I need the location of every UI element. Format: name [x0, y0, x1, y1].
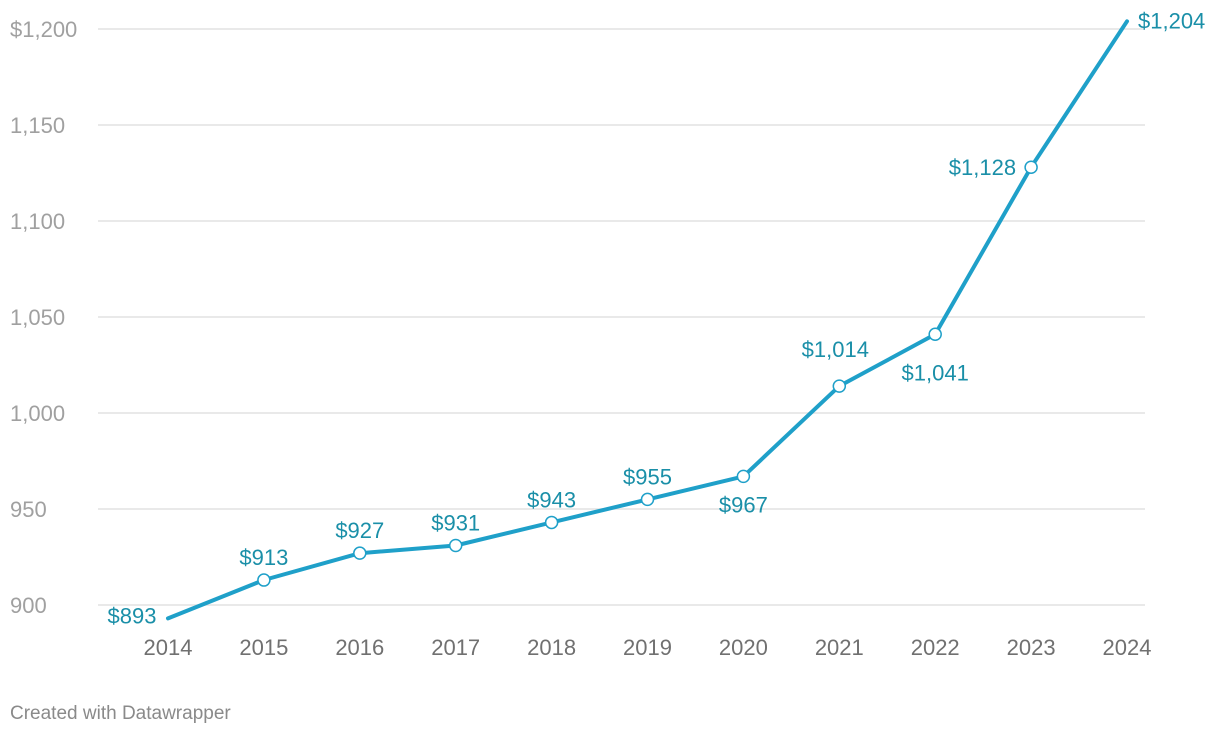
y-tick-label: $1,200 — [10, 17, 77, 42]
x-tick-label: 2024 — [1103, 635, 1152, 660]
x-tick-label: 2023 — [1007, 635, 1056, 660]
data-label: $927 — [335, 518, 384, 543]
data-label: $913 — [239, 545, 288, 570]
y-tick-label: 950 — [10, 497, 47, 522]
data-label: $955 — [623, 464, 672, 489]
data-label: $943 — [527, 487, 576, 512]
x-tick-label: 2022 — [911, 635, 960, 660]
x-tick-label: 2018 — [527, 635, 576, 660]
data-label: $931 — [431, 510, 480, 535]
data-label: $893 — [108, 603, 157, 628]
data-label: $1,014 — [802, 337, 869, 362]
y-tick-label: 900 — [10, 593, 47, 618]
x-tick-label: 2017 — [431, 635, 480, 660]
y-axis-tick-labels: 900 950 1,000 1,050 1,100 1,150 $1,200 — [10, 17, 77, 618]
data-point — [736, 469, 751, 484]
data-label: $1,041 — [902, 360, 969, 385]
y-tick-label: 1,050 — [10, 305, 65, 330]
series-line-layer — [166, 19, 1129, 621]
series-line — [166, 19, 1129, 621]
data-point — [832, 379, 847, 393]
x-tick-label: 2015 — [239, 635, 288, 660]
y-tick-label: 1,100 — [10, 209, 65, 234]
data-point — [544, 515, 559, 530]
x-tick-label: 2021 — [815, 635, 864, 660]
data-point — [353, 546, 367, 560]
data-label: $1,128 — [949, 155, 1016, 180]
data-label: $967 — [719, 492, 768, 517]
data-label: $1,204 — [1138, 8, 1205, 33]
data-points — [257, 160, 1038, 587]
data-point — [1024, 160, 1038, 174]
x-tick-label: 2014 — [144, 635, 193, 660]
data-point — [448, 538, 463, 553]
data-labels: $893 $913 $927 $931 $943 $955 $967 $1,014 $1,041… — [108, 8, 1206, 628]
y-tick-label: 1,000 — [10, 401, 65, 426]
y-tick-label: 1,150 — [10, 113, 65, 138]
footer-credit: Created with Datawrapper — [10, 703, 231, 724]
gridlines — [98, 28, 1145, 606]
x-tick-label: 2016 — [335, 635, 384, 660]
data-point — [257, 573, 271, 587]
x-tick-label: 2019 — [623, 635, 672, 660]
data-point — [928, 327, 942, 342]
x-tick-label: 2020 — [719, 635, 768, 660]
data-point — [640, 492, 655, 507]
x-axis-tick-labels: 2014 2015 2016 2017 2018 2019 2020 2021 2022 2023… — [144, 635, 1152, 660]
